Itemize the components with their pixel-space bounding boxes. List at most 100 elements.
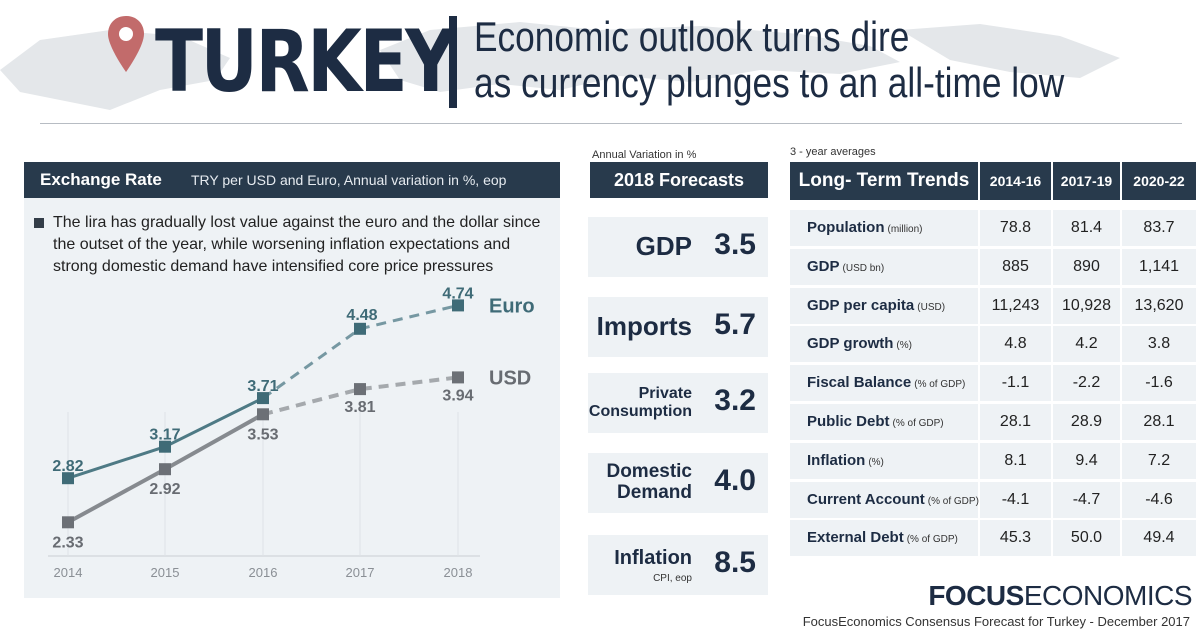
data-point-euro — [354, 322, 366, 335]
data-point-usd — [354, 383, 366, 396]
x-tick-label: 2017 — [346, 565, 375, 580]
forecast-value: 3.5 — [714, 228, 756, 261]
x-tick-label: 2018 — [444, 565, 473, 580]
x-tick-label: 2016 — [249, 565, 278, 580]
long-term-title: Long- Term Trends — [790, 162, 978, 200]
title-divider — [449, 16, 457, 108]
data-label-usd: 2.33 — [52, 534, 83, 551]
row-label-unit: (%) — [896, 340, 912, 352]
table-row: GDP (USD bn) 885 890 1,141 — [790, 248, 1196, 285]
data-point-euro — [62, 472, 74, 485]
table-cell: 45.3 — [980, 520, 1051, 557]
world-map-background — [0, 22, 1120, 110]
forecast-box: Imports 5.7 — [588, 297, 768, 357]
row-label-unit: (% of GDP) — [927, 495, 979, 507]
row-label-unit: (USD) — [917, 301, 946, 313]
row-label-name: Population — [807, 219, 885, 236]
footer-source: FocusEconomics Consensus Forecast for Tu… — [802, 614, 1190, 629]
forecast-sub: CPI, eop — [653, 573, 692, 584]
row-label: External Debt (% of GDP) — [790, 520, 978, 557]
data-point-usd — [159, 463, 171, 476]
period-header-2014-16: 2014-16 — [980, 162, 1051, 200]
three-year-averages-label: 3 - year averages — [790, 146, 876, 158]
data-point-euro — [159, 440, 171, 453]
table-row: Inflation (%) 8.1 9.4 7.2 — [790, 442, 1196, 479]
legend-label-euro: Euro — [489, 295, 535, 317]
data-point-usd — [62, 516, 74, 529]
table-cell: 28.1 — [1122, 404, 1196, 440]
table-cell: -4.1 — [980, 481, 1051, 518]
forecast-name-line-1: Private — [638, 385, 692, 402]
table-cell: 8.1 — [980, 442, 1051, 479]
forecast-name-line-2: Consumption — [588, 403, 692, 420]
row-label: GDP (USD bn) — [790, 248, 978, 285]
row-label-name: External Debt — [807, 529, 904, 547]
table-cell: -1.6 — [1122, 365, 1196, 402]
exchange-rate-header: Exchange Rate TRY per USD and Euro, Annu… — [24, 162, 560, 198]
data-point-euro — [257, 392, 269, 405]
header-rule — [40, 123, 1182, 124]
row-label-unit: (% of GDP) — [906, 534, 958, 546]
forecast-name: Inflation — [614, 547, 692, 569]
data-label-usd: 3.53 — [247, 426, 278, 443]
data-label-usd: 3.94 — [442, 387, 473, 404]
table-cell: -2.2 — [1053, 365, 1120, 402]
table-cell: 885 — [980, 248, 1051, 285]
row-label-unit: (% of GDP) — [892, 418, 944, 429]
bullet-square-icon — [34, 218, 44, 228]
forecasts-header: 2018 Forecasts — [590, 162, 768, 198]
focus-economics-logo: FOCUSECONOMICS — [928, 580, 1192, 612]
table-cell: -4.7 — [1053, 481, 1120, 518]
forecast-box: Inflation CPI, eop 8.5 — [588, 535, 768, 595]
forecast-name: Imports — [596, 311, 692, 341]
brand-light: ECONOMICS — [1023, 580, 1193, 611]
period-header-2017-19: 2017-19 — [1053, 162, 1120, 200]
row-label-unit: (USD bn) — [842, 262, 885, 274]
table-cell: 50.0 — [1053, 520, 1120, 557]
table-cell: 28.1 — [980, 404, 1051, 440]
forecast-name-line-2: Demand — [617, 482, 692, 503]
headline-line-1: Economic outlook turns dire — [474, 13, 910, 60]
forecast-box: GDP 3.5 — [588, 217, 768, 277]
data-label-usd: 2.92 — [149, 481, 180, 498]
row-label: Current Account (% of GDP) — [790, 481, 979, 518]
annual-variation-label: Annual Variation in % — [592, 149, 697, 161]
table-cell: 9.4 — [1053, 442, 1120, 479]
row-label-unit: (million) — [887, 224, 923, 235]
row-label-unit: (%) — [868, 456, 884, 468]
data-point-usd — [257, 408, 269, 421]
data-label-euro: 4.74 — [442, 285, 473, 302]
headline-line-2: as currency plunges to an all-time low — [474, 59, 1065, 106]
forecast-name: Domestic Demand — [606, 461, 692, 503]
data-point-usd — [452, 371, 464, 384]
forecast-name-line-1: Domestic — [606, 461, 692, 482]
forecast-box: Domestic Demand 4.0 — [588, 453, 768, 513]
data-point-euro — [452, 299, 464, 312]
forecast-box: Private Consumption 3.2 — [588, 373, 768, 433]
row-label-name: GDP — [807, 257, 840, 275]
location-pin-icon — [108, 16, 144, 72]
data-label-euro: 4.48 — [346, 307, 377, 324]
row-label-name: Fiscal Balance — [807, 374, 912, 392]
row-label: Fiscal Balance (% of GDP) — [790, 365, 978, 402]
data-label-euro: 3.71 — [247, 378, 278, 395]
table-row: GDP growth (%) 4.8 4.2 3.8 — [790, 326, 1196, 363]
period-header-2020-22: 2020-22 — [1122, 162, 1196, 200]
forecast-value: 5.7 — [714, 308, 756, 341]
row-label: GDP growth (%) — [790, 326, 978, 363]
row-label-name: Public Debt — [807, 413, 890, 430]
exchange-rate-chart: 2014 2015 2016 2017 2018 2.82 3.17 3.71 4.48 4.74… — [48, 285, 535, 580]
table-cell: 13,620 — [1122, 287, 1196, 324]
table-cell: 11,243 — [980, 287, 1051, 324]
row-label: Public Debt (% of GDP) — [790, 404, 978, 440]
forecast-value: 3.2 — [714, 384, 756, 417]
legend-label-usd: USD — [489, 367, 531, 389]
table-row: Population (million) 78.8 81.4 83.7 — [790, 210, 1196, 246]
table-cell: 10,928 — [1053, 287, 1120, 324]
table-cell: 4.8 — [980, 326, 1051, 363]
country-title: TURKEY — [155, 12, 456, 112]
forecast-value: 4.0 — [714, 464, 756, 497]
table-cell: 81.4 — [1053, 210, 1120, 246]
row-label: Inflation (%) — [790, 442, 978, 479]
row-label-name: GDP per capita — [807, 296, 915, 314]
